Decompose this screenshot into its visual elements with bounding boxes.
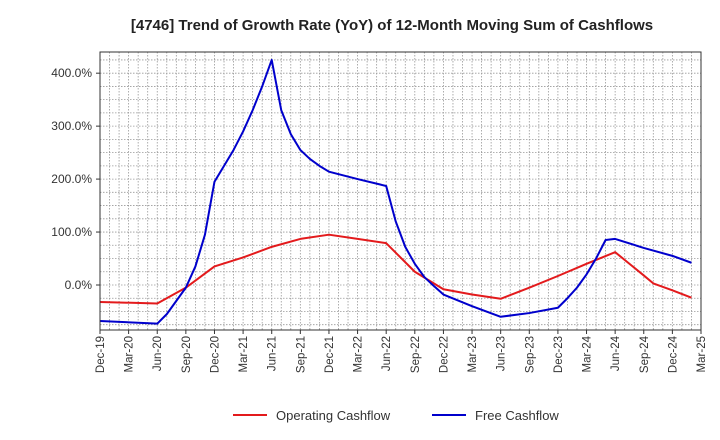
x-tick-label: Dec-22	[438, 336, 450, 373]
x-tick-label: Sep-21	[295, 336, 307, 373]
operating-cashflow-legend-label: Operating Cashflow	[276, 408, 391, 423]
x-tick-label: Mar-22	[353, 336, 365, 372]
chart-title: [4746] Trend of Growth Rate (YoY) of 12-…	[131, 17, 653, 34]
x-tick-label: Sep-23	[524, 336, 536, 373]
x-tick-label: Mar-21	[238, 336, 250, 372]
x-axis-ticks: Dec-19 Mar-20 Jun-20 Sep-20 Dec-20 Mar-21 Jun-…	[95, 330, 708, 373]
grid	[100, 52, 701, 330]
plot-frame	[99, 51, 702, 331]
free-cashflow-legend-label: Free Cashflow	[475, 408, 559, 423]
x-tick-label: Mar-20	[124, 336, 136, 372]
x-tick-label: Jun-21	[267, 336, 279, 371]
x-tick-label: Dec-23	[553, 336, 565, 373]
y-tick-label: 400.0%	[51, 66, 92, 80]
x-tick-label: Jun-23	[496, 336, 508, 371]
x-tick-label: Mar-23	[467, 336, 479, 372]
x-tick-label: Dec-20	[209, 336, 221, 373]
y-tick-label: 200.0%	[51, 172, 92, 186]
x-tick-label: Dec-24	[667, 335, 679, 373]
x-tick-label: Jun-22	[381, 336, 393, 371]
y-axis-ticks: 0.0% 100.0% 200.0% 300.0% 400.0%	[51, 66, 100, 292]
x-tick-label: Dec-21	[324, 336, 336, 373]
x-tick-label: Sep-24	[639, 335, 651, 373]
x-tick-label: Dec-19	[95, 336, 107, 373]
series-lines	[99, 58, 692, 325]
y-tick-label: 300.0%	[51, 119, 92, 133]
x-tick-label: Sep-20	[181, 336, 193, 373]
y-tick-label: 0.0%	[65, 278, 93, 292]
x-tick-label: Jun-20	[152, 336, 164, 371]
x-tick-label: Jun-24	[610, 335, 622, 371]
legend: Operating Cashflow Free Cashflow	[233, 408, 559, 423]
x-tick-label: Mar-25	[696, 336, 708, 372]
x-tick-label: Mar-24	[582, 335, 594, 372]
y-tick-label: 100.0%	[51, 225, 92, 239]
x-tick-label: Sep-22	[410, 336, 422, 373]
free-cashflow-line	[99, 58, 692, 325]
